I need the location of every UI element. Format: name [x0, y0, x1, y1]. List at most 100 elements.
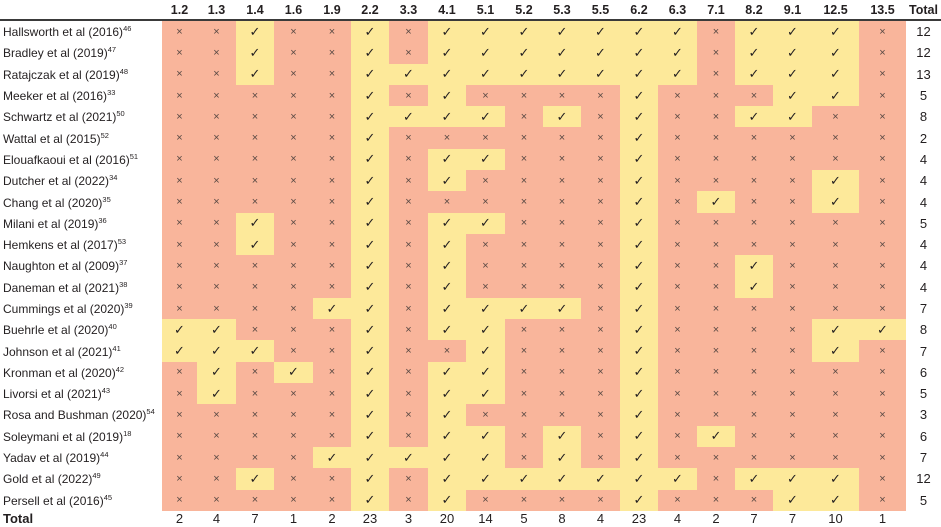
table-row: Gold et al (2022)49 × × ✓ × × ✓ × ✓ ✓ ✓ ✓ ✓ ✓ ✓ × ✓ ✓ ✓ × 12	[0, 468, 941, 490]
check-icon: ✓	[197, 340, 236, 362]
column-header: 5.3	[543, 0, 581, 21]
totals-row: Total 2 4 7 1 2 23 3 20 14 5 8 4 23 4 2 7 7 10 1	[0, 510, 941, 527]
totals-label: Total	[0, 510, 162, 527]
row-total: 4	[906, 170, 941, 192]
cross-icon: ×	[313, 191, 351, 213]
cross-icon: ×	[735, 212, 773, 234]
cross-icon: ×	[505, 84, 543, 107]
cross-icon: ×	[581, 425, 620, 447]
cross-icon: ×	[658, 383, 697, 405]
cross-icon: ×	[274, 170, 313, 192]
check-icon: ✓	[543, 63, 581, 85]
header-row: 1.2 1.3 1.4 1.6 1.9 2.2 3.3 4.1 5.1 5.2 5.3 5.5 6.2 6…	[0, 0, 941, 21]
column-header: 1.9	[313, 0, 351, 21]
column-header: 3.3	[389, 0, 428, 21]
cross-icon: ×	[313, 127, 351, 149]
table-row: Soleymani et al (2019)18 × × × × × ✓ × ✓ ✓ × ✓ × ✓ × ✓ ×…	[0, 425, 941, 447]
cross-icon: ×	[197, 276, 236, 298]
check-icon: ✓	[620, 127, 658, 149]
blank	[906, 510, 941, 527]
row-total: 5	[906, 489, 941, 511]
cross-icon: ×	[274, 340, 313, 362]
cross-icon: ×	[697, 63, 735, 85]
cross-icon: ×	[162, 489, 197, 511]
cross-icon: ×	[543, 191, 581, 213]
cross-icon: ×	[812, 446, 859, 469]
cross-icon: ×	[859, 468, 906, 490]
cross-icon: ×	[773, 446, 812, 469]
column-header: 5.5	[581, 0, 620, 21]
check-icon: ✓	[812, 489, 859, 511]
cross-icon: ×	[658, 212, 697, 234]
column-total: 1	[274, 510, 313, 527]
check-icon: ✓	[620, 297, 658, 320]
check-icon: ✓	[505, 42, 543, 64]
column-header: 5.1	[466, 0, 505, 21]
cross-icon: ×	[543, 276, 581, 298]
column-header: 8.2	[735, 0, 773, 21]
row-total: 5	[906, 84, 941, 107]
cross-icon: ×	[313, 233, 351, 256]
cross-icon: ×	[466, 404, 505, 426]
reference-number: 54	[146, 407, 155, 417]
check-icon: ✓	[428, 63, 466, 85]
cross-icon: ×	[505, 404, 543, 426]
check-icon: ✓	[620, 404, 658, 426]
cross-icon: ×	[812, 106, 859, 128]
cross-icon: ×	[505, 340, 543, 362]
study-name: Yadav et al (2019)	[3, 451, 101, 466]
cross-icon: ×	[581, 489, 620, 511]
cross-icon: ×	[581, 233, 620, 256]
check-icon: ✓	[773, 20, 812, 43]
check-icon: ✓	[428, 212, 466, 234]
check-icon: ✓	[428, 297, 466, 320]
study-label: Yadav et al (2019)44	[0, 446, 162, 469]
check-icon: ✓	[735, 20, 773, 43]
cross-icon: ×	[162, 468, 197, 490]
check-icon: ✓	[274, 361, 313, 384]
check-icon: ✓	[773, 489, 812, 511]
cross-icon: ×	[236, 84, 274, 107]
column-total: 5	[505, 510, 543, 527]
table-row: Kronman et al (2020)42 × ✓ × ✓ × ✓ × ✓ ✓ × × × ✓ × × × × ×…	[0, 361, 941, 384]
cross-icon: ×	[389, 468, 428, 490]
cross-icon: ×	[658, 425, 697, 447]
cross-icon: ×	[581, 383, 620, 405]
cross-icon: ×	[697, 42, 735, 64]
study-name: Dutcher et al (2022)	[3, 174, 110, 189]
column-header: 1.2	[162, 0, 197, 21]
cross-icon: ×	[859, 127, 906, 149]
check-icon: ✓	[620, 212, 658, 234]
check-icon: ✓	[735, 42, 773, 64]
reference-number: 44	[100, 450, 109, 460]
cross-icon: ×	[236, 170, 274, 192]
reference-number: 35	[102, 194, 111, 204]
study-name: Persell et al (2016)	[3, 493, 104, 508]
cross-icon: ×	[313, 63, 351, 85]
check-icon: ✓	[162, 340, 197, 362]
check-icon: ✓	[197, 383, 236, 405]
cross-icon: ×	[236, 276, 274, 298]
table-row: Ratajczak et al (2019)48 × × ✓ × × ✓ ✓ ✓ ✓ ✓ ✓ ✓ ✓ ✓ × ✓…	[0, 63, 941, 85]
cross-icon: ×	[581, 191, 620, 213]
cross-icon: ×	[658, 84, 697, 107]
study-label: Chang et al (2020)35	[0, 191, 162, 213]
cross-icon: ×	[735, 361, 773, 384]
cross-icon: ×	[812, 148, 859, 171]
study-label: Persell et al (2016)45	[0, 489, 162, 511]
check-icon: ✓	[351, 340, 389, 362]
check-icon: ✓	[620, 106, 658, 128]
cross-icon: ×	[313, 20, 351, 43]
check-icon: ✓	[351, 170, 389, 192]
cross-icon: ×	[274, 383, 313, 405]
check-icon: ✓	[735, 255, 773, 277]
check-icon: ✓	[505, 468, 543, 490]
cross-icon: ×	[773, 170, 812, 192]
cross-icon: ×	[313, 212, 351, 234]
cross-icon: ×	[389, 361, 428, 384]
cross-icon: ×	[197, 425, 236, 447]
check-icon: ✓	[543, 468, 581, 490]
check-icon: ✓	[236, 340, 274, 362]
check-icon: ✓	[236, 233, 274, 256]
